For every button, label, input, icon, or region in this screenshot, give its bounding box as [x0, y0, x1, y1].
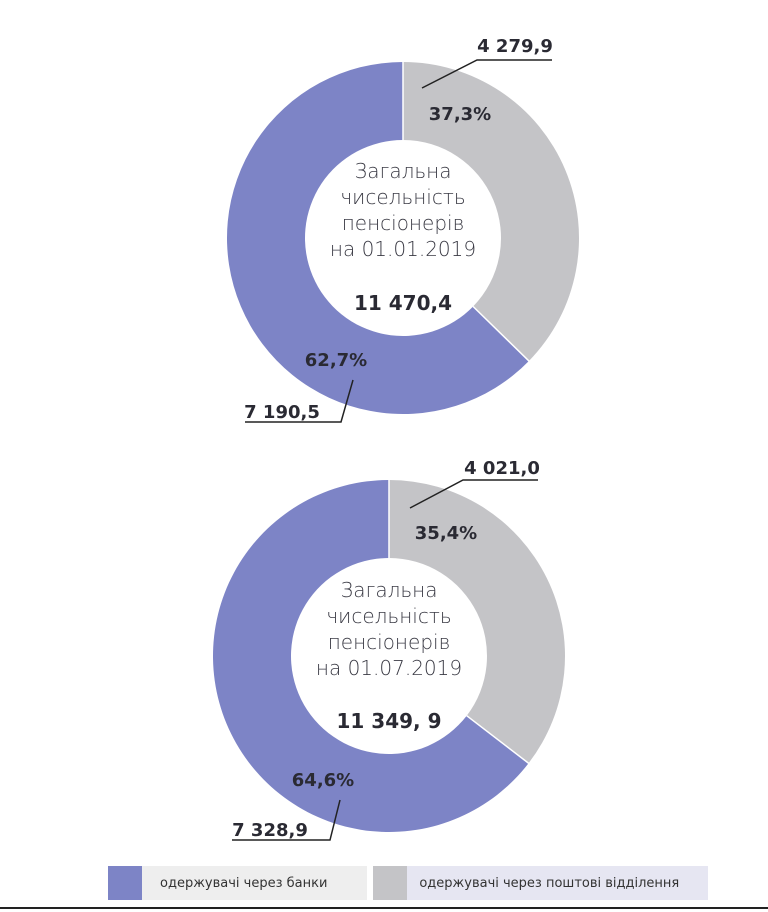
donut1-center-line-3: пенсіонерів — [342, 211, 465, 235]
donut1-total-label: 11 470,4 — [354, 291, 452, 315]
donut1-center-line-2: чисельність — [340, 185, 465, 209]
donut2-center-line-1: Загальна — [341, 578, 438, 602]
donut1-banks-value: 7 190,5 — [244, 402, 320, 423]
legend: одержувачі через банки одержувачі через … — [108, 866, 708, 900]
legend-swatch-banks — [108, 866, 142, 900]
donut2-center-line-2: чисельність — [326, 604, 451, 628]
donut1-banks-leader — [245, 379, 354, 423]
donut2-center-line-4: на 01.07.2019 — [316, 656, 462, 680]
donut2-slice-banks — [212, 480, 529, 832]
donut2-banks-leader — [232, 799, 341, 841]
donut1-post-value: 4 279,9 — [477, 36, 553, 57]
donut2-total-label: 11 349, 9 — [336, 709, 441, 733]
legend-item-banks: одержувачі через банки — [108, 866, 368, 900]
donut2-post-value: 4 021,0 — [464, 458, 540, 479]
bottom-rule — [0, 907, 768, 909]
legend-swatch-post — [373, 866, 408, 900]
legend-label-banks: одержувачі через банки — [160, 875, 328, 891]
legend-gap — [367, 866, 374, 900]
donut1-slice-post — [403, 62, 579, 361]
donut1-center-line-1: Загальна — [355, 159, 452, 183]
legend-label-post: одержувачі через поштові відділення — [419, 875, 680, 891]
donut2-banks-percent: 64,6% — [292, 770, 354, 791]
donut2-slice-post — [389, 480, 565, 764]
donut1-post-percent: 37,3% — [429, 104, 491, 125]
legend-item-post: одержувачі через поштові відділення — [373, 866, 708, 900]
donut1-slice-banks — [227, 62, 529, 414]
donut2-post-percent: 35,4% — [415, 523, 477, 544]
donut2-post-leader — [409, 479, 538, 509]
donut1-separator-split — [472, 305, 531, 363]
donut2-separator-split — [466, 715, 530, 765]
donut2-center-line-3: пенсіонерів — [328, 630, 451, 654]
donut1-banks-percent: 62,7% — [305, 350, 367, 371]
donut1-post-leader — [421, 59, 552, 89]
donut2-banks-value: 7 328,9 — [232, 820, 308, 841]
donut1-center-line-4: на 01.01.2019 — [330, 237, 476, 261]
